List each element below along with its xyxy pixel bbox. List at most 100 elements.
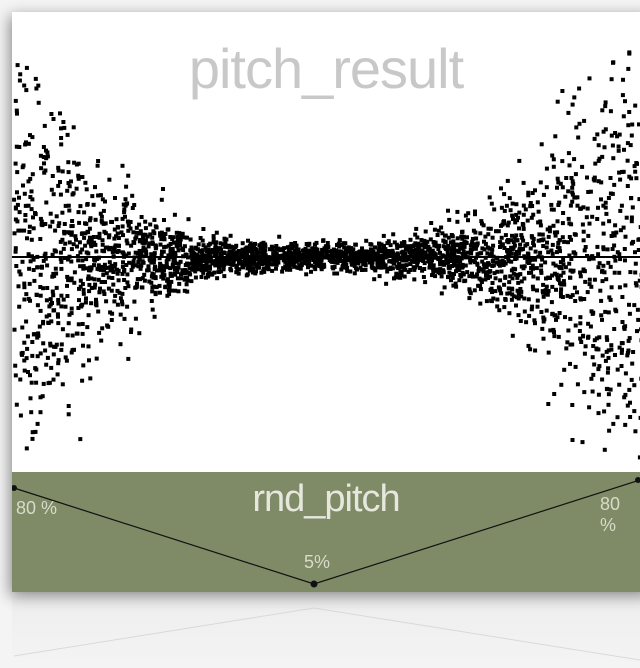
data-point bbox=[638, 225, 640, 230]
data-point bbox=[415, 263, 420, 268]
data-point bbox=[81, 291, 86, 296]
data-point bbox=[154, 285, 159, 290]
data-point bbox=[78, 204, 83, 209]
breakpoint-mid[interactable] bbox=[310, 580, 318, 588]
data-point bbox=[124, 263, 129, 267]
data-point bbox=[221, 267, 226, 272]
data-point bbox=[592, 136, 597, 141]
data-point bbox=[33, 211, 37, 215]
data-point bbox=[443, 233, 447, 238]
data-point bbox=[120, 163, 125, 168]
data-point bbox=[27, 266, 32, 271]
data-point bbox=[138, 277, 142, 282]
data-point bbox=[107, 177, 112, 182]
data-point bbox=[84, 266, 89, 271]
data-point bbox=[576, 135, 581, 140]
data-point bbox=[324, 251, 329, 256]
data-point bbox=[635, 329, 639, 334]
data-point bbox=[330, 252, 335, 257]
data-point bbox=[143, 232, 148, 237]
data-point bbox=[158, 242, 163, 247]
data-point bbox=[75, 244, 79, 249]
data-point bbox=[416, 246, 421, 251]
data-point bbox=[337, 238, 342, 243]
data-point bbox=[555, 99, 560, 104]
breakpoint-right[interactable] bbox=[635, 477, 640, 483]
data-point bbox=[89, 276, 94, 281]
data-point bbox=[420, 248, 425, 253]
data-point bbox=[179, 276, 184, 281]
data-point bbox=[471, 228, 476, 233]
data-point bbox=[412, 267, 417, 272]
data-point bbox=[15, 63, 20, 68]
data-point bbox=[218, 263, 223, 268]
data-point bbox=[50, 219, 55, 224]
data-point bbox=[423, 242, 428, 247]
data-point bbox=[40, 394, 45, 399]
data-point bbox=[484, 265, 489, 269]
data-point bbox=[520, 222, 525, 226]
data-point bbox=[611, 231, 616, 236]
data-point bbox=[53, 249, 58, 254]
data-point bbox=[345, 268, 350, 273]
data-point bbox=[112, 236, 117, 241]
data-point bbox=[145, 234, 150, 239]
data-point bbox=[583, 344, 588, 349]
data-point bbox=[478, 231, 483, 236]
data-point bbox=[474, 255, 478, 260]
data-point bbox=[201, 243, 206, 248]
data-point bbox=[355, 252, 360, 257]
data-point bbox=[604, 211, 609, 216]
data-point bbox=[481, 262, 486, 267]
data-point bbox=[560, 235, 565, 240]
data-point bbox=[502, 305, 507, 310]
data-point bbox=[200, 265, 205, 270]
data-point bbox=[153, 244, 158, 248]
data-point bbox=[168, 271, 173, 276]
data-point bbox=[551, 223, 556, 228]
data-point bbox=[177, 281, 182, 286]
data-point bbox=[339, 243, 344, 247]
data-point bbox=[385, 269, 390, 274]
data-point bbox=[246, 249, 251, 254]
data-point bbox=[601, 221, 606, 226]
data-point bbox=[86, 230, 91, 235]
rnd-pitch-panel[interactable]: rnd_pitch 80 % 5% 80 % bbox=[12, 472, 640, 592]
envelope-graph[interactable] bbox=[12, 472, 640, 592]
data-point bbox=[339, 252, 344, 257]
data-point bbox=[186, 217, 191, 222]
data-point bbox=[412, 259, 416, 264]
data-point bbox=[168, 242, 173, 246]
data-point bbox=[246, 238, 250, 243]
data-point bbox=[62, 125, 67, 130]
data-point bbox=[96, 264, 101, 269]
data-point bbox=[562, 282, 567, 287]
data-point bbox=[41, 258, 46, 263]
data-point bbox=[301, 261, 306, 266]
data-point bbox=[633, 281, 638, 286]
data-point bbox=[218, 251, 223, 256]
data-point bbox=[360, 268, 364, 272]
data-point bbox=[629, 133, 634, 138]
data-point bbox=[561, 279, 566, 284]
data-point bbox=[404, 258, 409, 263]
data-point bbox=[321, 249, 326, 253]
data-point bbox=[77, 220, 82, 225]
data-point bbox=[185, 289, 190, 294]
data-point bbox=[567, 235, 572, 239]
data-point bbox=[69, 224, 74, 229]
pitch-result-plot[interactable] bbox=[12, 12, 640, 472]
data-point bbox=[407, 250, 412, 255]
data-point bbox=[637, 455, 640, 460]
data-point bbox=[80, 322, 85, 326]
data-point bbox=[594, 347, 599, 352]
data-point bbox=[56, 168, 61, 173]
data-point bbox=[283, 255, 288, 260]
data-point bbox=[59, 126, 63, 131]
data-point bbox=[134, 230, 139, 235]
data-point bbox=[511, 217, 515, 221]
data-point bbox=[499, 269, 504, 274]
data-point bbox=[15, 202, 20, 207]
data-point bbox=[558, 181, 563, 186]
breakpoint-left[interactable] bbox=[12, 485, 17, 491]
